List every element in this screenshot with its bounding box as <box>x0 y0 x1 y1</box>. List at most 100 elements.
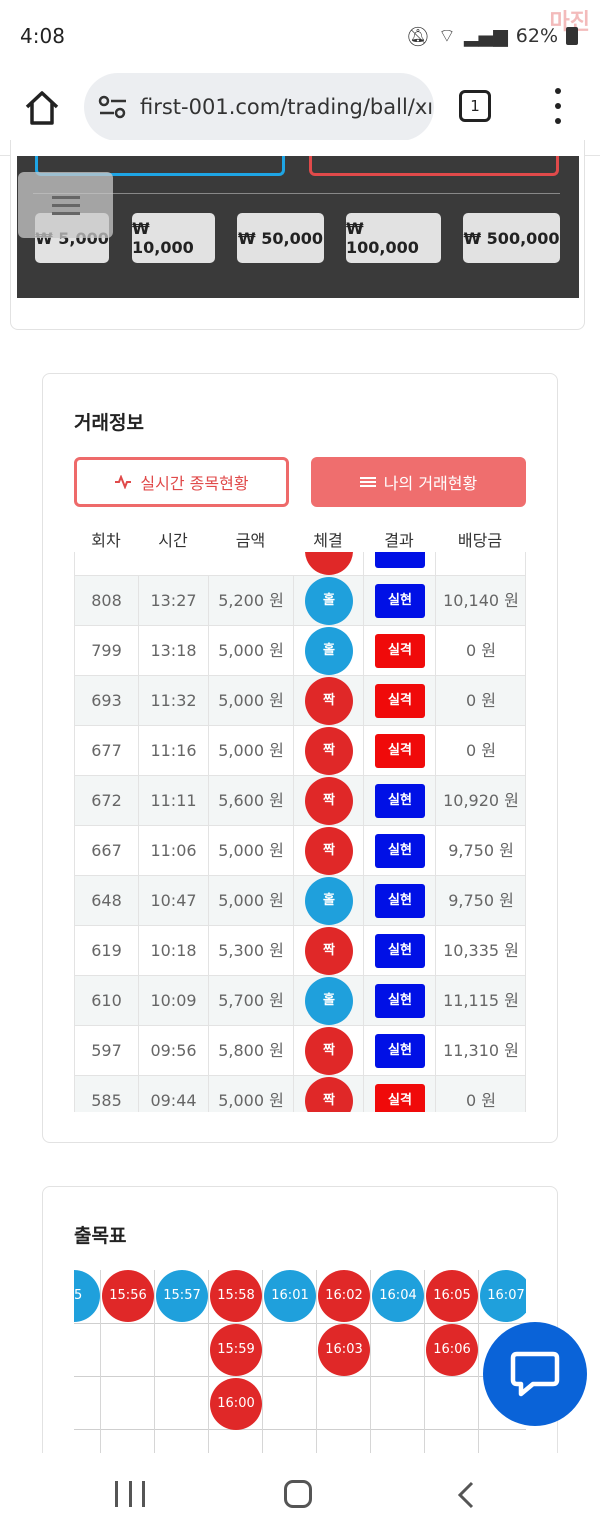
pulse-icon <box>115 475 132 489</box>
odd-select-button[interactable] <box>35 156 285 176</box>
table-row: 693 11:32 5,000 원 짝 실격 0 원 <box>74 676 526 726</box>
table-row: 667 11:06 5,000 원 짝 실현 9,750 원 <box>74 826 526 876</box>
table-row: 648 10:47 5,000 원 홀 실현 9,750 원 <box>74 876 526 926</box>
result-badge: 실현 <box>375 834 425 868</box>
payout-cell: 10,140 원 <box>443 591 519 610</box>
col-time: 시간 <box>158 531 188 550</box>
payout-cell: 10,920 원 <box>443 791 519 810</box>
status-time: 4:08 <box>20 24 65 48</box>
battery-level: 62% <box>515 25 558 47</box>
pick-cell: 홀 <box>294 576 364 626</box>
grid-line <box>74 1376 526 1377</box>
amount-button-10000[interactable]: ₩ 10,000 <box>132 213 215 263</box>
result-badge: 실현 <box>375 884 425 918</box>
time-cell: 10:47 <box>139 876 209 926</box>
result-badge: 실격 <box>375 634 425 668</box>
result-cell: 실현 <box>364 776 436 826</box>
tab-live-status[interactable]: 실시간 종목현황 <box>74 457 289 507</box>
pick-cell: 짝 <box>294 776 364 826</box>
result-badge: 실현 <box>375 934 425 968</box>
pick-ball: 짝 <box>305 927 353 975</box>
tab-switcher-button[interactable]: 1 <box>459 90 491 122</box>
pick-cell: 짝 <box>294 1076 364 1112</box>
signal-icon: ▂▄▆ <box>463 25 508 47</box>
table-row: 672 11:11 5,600 원 짝 실현 10,920 원 <box>74 776 526 826</box>
payout-cell: 10,335 원 <box>443 941 519 960</box>
grid-line <box>262 1270 263 1453</box>
amount-cell: 5,300 원 <box>209 926 294 976</box>
grid-line <box>424 1270 425 1453</box>
amount-button-100000[interactable]: ₩ 100,000 <box>346 213 441 263</box>
battery-icon <box>566 27 578 45</box>
round-cell: 619 <box>75 926 139 976</box>
time-cell: 09:56 <box>139 1026 209 1076</box>
amount-cell: 5,000 원 <box>209 676 294 726</box>
table-header: 회차 시간 금액 체결 결과 배당금 <box>74 527 526 551</box>
col-result: 결과 <box>384 531 414 550</box>
pick-cell: 짝 <box>294 1026 364 1076</box>
site-settings-icon[interactable] <box>98 95 128 119</box>
recent-apps-icon[interactable] <box>115 1481 145 1507</box>
time-cell: 13:27 <box>139 576 209 626</box>
back-icon[interactable] <box>456 1481 476 1509</box>
pick-cell: 짝 <box>294 726 364 776</box>
payout-cell: 0 원 <box>466 1091 496 1110</box>
result-badge <box>375 552 425 568</box>
pick-cell: 짝 <box>294 676 364 726</box>
tab-live-label: 실시간 종목현황 <box>140 474 249 493</box>
pick-ball: 홀 <box>305 627 353 675</box>
round-cell: 693 <box>75 676 139 726</box>
time-cell: 13:18 <box>139 626 209 676</box>
browser-toolbar: first-001.com/trading/ball/xı 1 <box>0 70 600 156</box>
amount-button-50000[interactable]: ₩ 50,000 <box>237 213 324 263</box>
time-cell: 11:06 <box>139 826 209 876</box>
table-row: 677 11:16 5,000 원 짝 실격 0 원 <box>74 726 526 776</box>
pick-cell: 홀 <box>294 876 364 926</box>
panel-divider <box>33 193 560 194</box>
result-badge: 실현 <box>375 984 425 1018</box>
home-icon[interactable] <box>22 88 62 128</box>
payout-cell: 11,310 원 <box>443 1041 519 1060</box>
tab-my-trades[interactable]: 나의 거래현황 <box>311 457 526 507</box>
round-cell: 648 <box>75 876 139 926</box>
payout-cell: 0 원 <box>466 691 496 710</box>
pick-cell: 짝 <box>294 826 364 876</box>
chat-button[interactable] <box>483 1322 587 1426</box>
wifi-icon: ⌔ <box>438 25 456 47</box>
result-chart-card <box>42 1186 558 1476</box>
amount-cell: 5,000 원 <box>209 876 294 926</box>
nav-home-icon[interactable] <box>284 1480 312 1508</box>
round-cell: 585 <box>75 1076 139 1112</box>
result-ball: 16:05 <box>426 1270 478 1322</box>
grid-line <box>74 1323 526 1324</box>
result-cell: 실현 <box>364 926 436 976</box>
payout-cell: 0 원 <box>466 641 496 660</box>
result-ball: 15:58 <box>210 1270 262 1322</box>
amount-cell: 5,600 원 <box>209 776 294 826</box>
pick-cell: 홀 <box>294 626 364 676</box>
even-select-button[interactable] <box>309 156 559 176</box>
result-grid[interactable]: 5515:5615:5715:5815:5916:0016:0116:0216:… <box>74 1270 526 1453</box>
chat-bubble-icon <box>510 1351 560 1397</box>
grid-line <box>316 1270 317 1453</box>
result-ball: 16:07 <box>480 1270 526 1322</box>
table-row: 610 10:09 5,700 원 홀 실현 11,115 원 <box>74 976 526 1026</box>
trade-table[interactable]: 808 13:27 5,200 원 홀 실현 10,140 원 799 13:18 5,000 … <box>74 552 526 1112</box>
floating-menu-icon[interactable] <box>18 172 113 238</box>
table-row: 808 13:27 5,200 원 홀 실현 10,140 원 <box>74 576 526 626</box>
amount-cell: 5,700 원 <box>209 976 294 1026</box>
time-cell: 09:44 <box>139 1076 209 1112</box>
result-cell: 실현 <box>364 976 436 1026</box>
result-ball: 55 <box>74 1270 100 1322</box>
amount-button-500000[interactable]: ₩ 500,000 <box>463 213 560 263</box>
pick-cell: 짝 <box>294 926 364 976</box>
amount-cell: 5,200 원 <box>209 576 294 626</box>
round-cell: 799 <box>75 626 139 676</box>
address-bar[interactable]: first-001.com/trading/ball/xı <box>84 73 434 141</box>
result-ball: 16:04 <box>372 1270 424 1322</box>
payout-cell: 11,115 원 <box>443 991 519 1010</box>
result-badge: 실현 <box>375 584 425 618</box>
overflow-menu-icon[interactable] <box>553 88 563 124</box>
result-badge: 실격 <box>375 684 425 718</box>
table-row: 585 09:44 5,000 원 짝 실격 0 원 <box>74 1076 526 1112</box>
